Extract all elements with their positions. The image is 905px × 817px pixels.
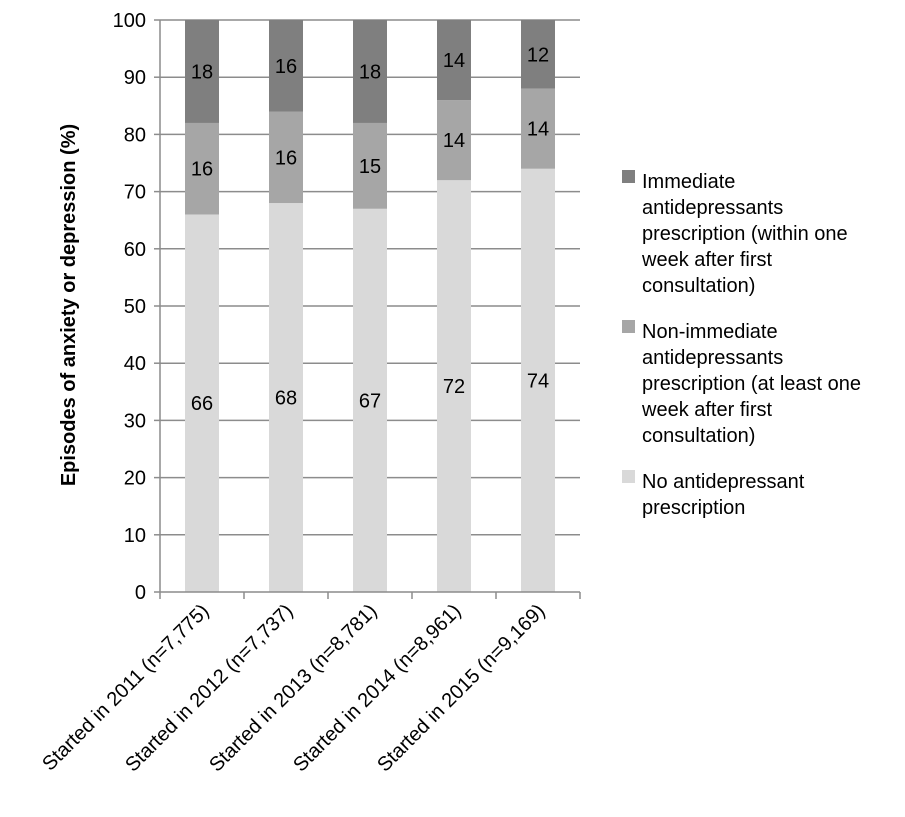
bar-segment: [521, 88, 555, 169]
data-label: 14: [527, 119, 549, 141]
y-tick-label: 70: [124, 182, 146, 204]
bar-segment: [437, 180, 471, 592]
y-tick-label: 60: [124, 239, 146, 261]
data-label: 12: [527, 44, 549, 66]
y-tick-label: 40: [124, 353, 146, 375]
legend-entry-line: prescription: [642, 497, 745, 519]
data-label: 16: [275, 147, 297, 169]
data-label: 15: [359, 156, 381, 178]
legend: Immediate antidepressants prescription (wi…: [622, 170, 861, 519]
data-label: 14: [443, 130, 465, 152]
legend-entry: No antidepressant prescription: [642, 471, 805, 519]
data-labels: 66 16 18 68 16 16 67 15 18 72 14 14 74 14 12: [191, 44, 549, 415]
legend-swatch: [622, 320, 635, 333]
bar-segment: [437, 20, 471, 101]
category-label: Started in 2015 (n=9,169): [373, 600, 549, 776]
legend-entry-line: Non-immediate: [642, 321, 778, 343]
bar-segment: [269, 111, 303, 204]
y-tick-label: 90: [124, 67, 146, 89]
legend-entry-line: No antidepressant: [642, 471, 805, 493]
bars: [185, 20, 555, 593]
bar-segment: [185, 20, 219, 123]
legend-swatch: [622, 170, 635, 183]
data-label: 66: [191, 393, 213, 415]
legend-entry-line: week after first: [641, 399, 772, 421]
data-label: 18: [359, 61, 381, 83]
category-label: Started in 2012 (n=7,737): [121, 600, 297, 776]
bar-segment: [353, 122, 387, 209]
data-label: 16: [275, 56, 297, 78]
y-tick-label: 100: [113, 10, 146, 32]
legend-swatch: [622, 470, 635, 483]
y-tick-label: 0: [135, 582, 146, 604]
legend-entry-line: prescription (within one: [642, 223, 848, 245]
data-label: 14: [443, 50, 465, 72]
axes: 0 10 20 30 40 50 60 70 80 90 100 Started in 2011 (n…: [38, 10, 581, 776]
legend-entry-line: consultation): [642, 275, 755, 297]
data-label: 74: [527, 370, 549, 392]
y-tick-label: 50: [124, 296, 146, 318]
y-tick-label: 30: [124, 410, 146, 432]
legend-entry-line: antidepressants: [642, 347, 783, 369]
bar-segment: [269, 203, 303, 593]
category-label: Started in 2013 (n=8,781): [205, 600, 381, 776]
category-label: Started in 2011 (n=7,775): [38, 600, 213, 775]
bar-segment: [521, 168, 555, 592]
bar-segment: [521, 20, 555, 89]
bar-segment: [353, 20, 387, 123]
y-tick-label: 80: [124, 124, 146, 146]
bar-segment: [437, 100, 471, 181]
legend-entry-line: week after first: [641, 249, 772, 271]
y-tick-label: 20: [124, 468, 146, 490]
legend-entry: Immediate antidepressants prescription (wi…: [641, 171, 848, 297]
legend-entry-line: Immediate: [642, 171, 735, 193]
bar-segment: [185, 214, 219, 593]
y-tick-label: 10: [124, 525, 146, 547]
data-label: 68: [275, 388, 297, 410]
y-axis-title: Episodes of anxiety or depression (%): [58, 124, 80, 486]
legend-entry-line: consultation): [642, 425, 755, 447]
legend-entry-line: prescription (at least one: [642, 373, 861, 395]
legend-entry-line: antidepressants: [642, 197, 783, 219]
data-label: 67: [359, 390, 381, 412]
bar-segment: [185, 122, 219, 215]
bar-segment: [269, 20, 303, 112]
data-label: 18: [191, 61, 213, 83]
data-label: 16: [191, 159, 213, 181]
legend-entry: Non-immediate antidepressants prescription…: [641, 321, 861, 447]
category-label: Started in 2014 (n=8,961): [289, 600, 465, 776]
bar-segment: [353, 208, 387, 592]
data-label: 72: [443, 376, 465, 398]
